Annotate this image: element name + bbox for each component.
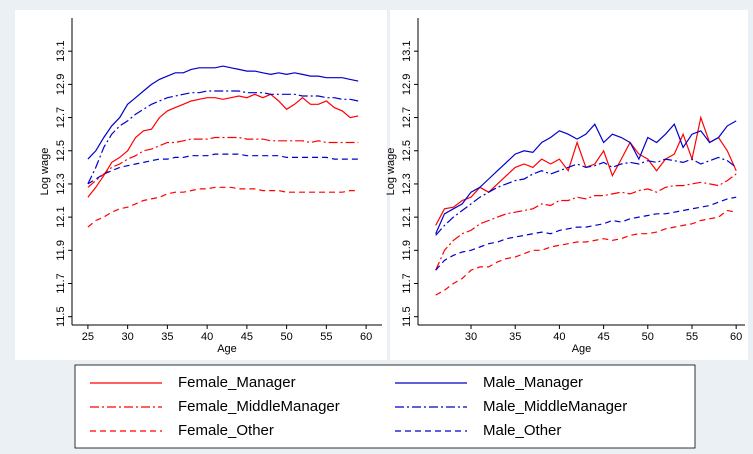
y-tick-label: 12.9 [401, 74, 413, 95]
series-line [87, 90, 359, 185]
series-line [435, 209, 737, 296]
y-tick-label: 12.3 [55, 173, 67, 194]
panel-right [390, 10, 748, 360]
series-line [87, 136, 359, 188]
series-line [87, 153, 359, 185]
legend-label: Male_Other [483, 422, 561, 439]
legend-label: Female_Manager [178, 374, 296, 391]
x-tick-label: 55 [320, 331, 332, 343]
series-line [435, 156, 737, 236]
x-tick-label: 50 [642, 331, 654, 343]
x-tick-label: 35 [161, 331, 173, 343]
series-line [435, 120, 737, 234]
legend-box [74, 364, 696, 449]
legend-label: Female_MiddleManager [178, 398, 340, 415]
y-tick-label: 12.7 [401, 107, 413, 128]
x-tick-label: 45 [241, 331, 253, 343]
y-tick-label: 12.7 [55, 107, 67, 128]
y-tick-label: 11.5 [401, 306, 413, 327]
series-line [87, 65, 359, 160]
x-tick-label: 30 [122, 331, 134, 343]
x-tick-label: 60 [730, 331, 742, 343]
y-tick-label: 11.9 [55, 240, 67, 261]
legend-label: Male_Manager [483, 374, 583, 391]
legend-label: Male_MiddleManager [483, 398, 627, 415]
series-line [87, 186, 359, 228]
y-tick-label: 11.5 [55, 306, 67, 327]
y-tick-label: 13.1 [55, 40, 67, 61]
x-tick-label: 30 [465, 331, 477, 343]
y-axis-label: Log wage [39, 148, 51, 196]
x-tick-label: 40 [553, 331, 565, 343]
y-tick-label: 12.3 [401, 173, 413, 194]
x-tick-label: 55 [686, 331, 698, 343]
x-tick-label: 40 [201, 331, 213, 343]
x-tick-label: 35 [509, 331, 521, 343]
y-tick-label: 11.7 [55, 273, 67, 294]
legend-label: Female_Other [178, 422, 274, 439]
y-tick-label: 12.1 [401, 206, 413, 227]
series-line [435, 173, 737, 271]
panel-left [15, 10, 387, 360]
series-line [87, 93, 359, 198]
x-axis-label: Age [217, 343, 237, 355]
y-tick-label: 12.1 [55, 206, 67, 227]
x-tick-label: 25 [82, 331, 94, 343]
x-tick-label: 60 [360, 331, 372, 343]
x-tick-label: 45 [597, 331, 609, 343]
y-tick-label: 11.9 [401, 240, 413, 261]
y-tick-label: 11.7 [401, 273, 413, 294]
y-axis-label: Log wage [385, 148, 397, 196]
y-tick-label: 12.5 [401, 140, 413, 161]
y-tick-label: 12.9 [55, 74, 67, 95]
y-tick-label: 13.1 [401, 40, 413, 61]
x-tick-label: 50 [280, 331, 292, 343]
x-axis-label: Age [572, 343, 592, 355]
legend: Female_Manager Male_Manager Female_MiddleM… [90, 374, 627, 439]
y-tick-label: 12.5 [55, 140, 67, 161]
series-line [435, 196, 737, 271]
